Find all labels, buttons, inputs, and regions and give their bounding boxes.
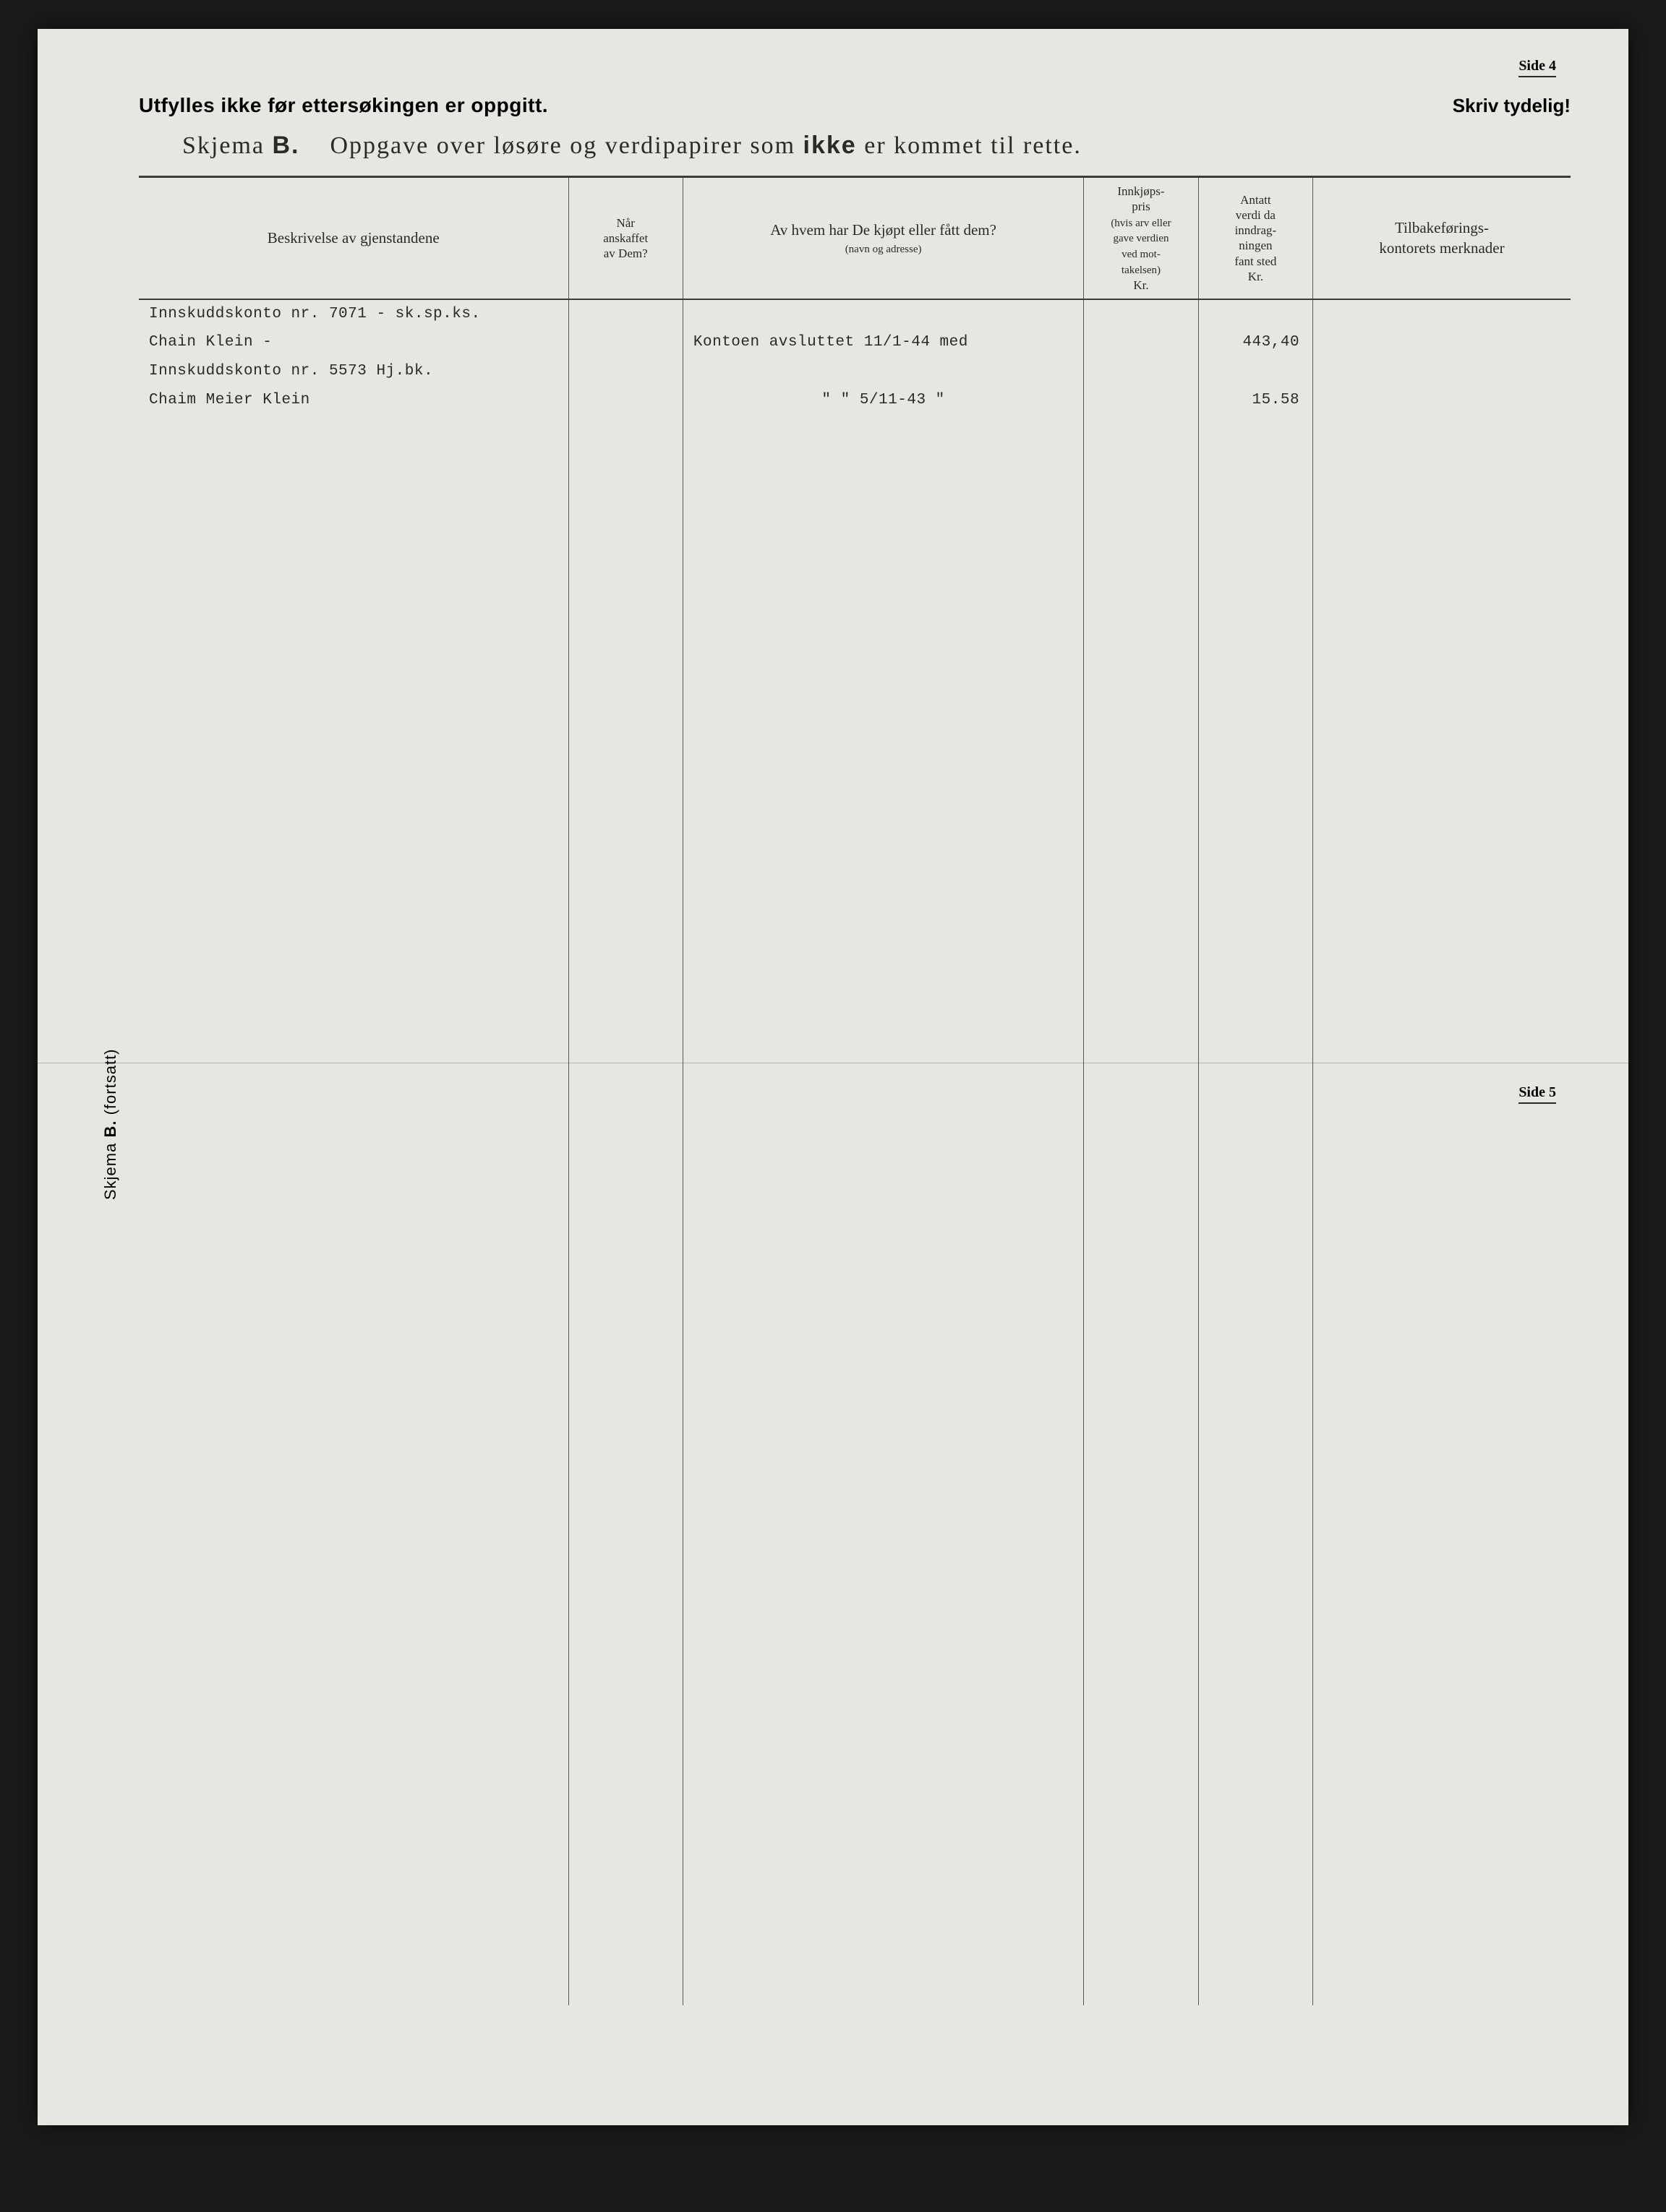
col-innkjop-l7: Kr. [1133, 278, 1148, 292]
col-tilbake-l1: Tilbakeførings- [1395, 219, 1489, 236]
table-row: Chaim Meier Klein " " 5/11-43 " 15.58 [139, 386, 1571, 415]
table-body: Innskuddskonto nr. 7071 - sk.sp.ks. Chai… [139, 299, 1571, 2005]
cell-when [568, 328, 683, 357]
col-nar-l3: av Dem? [604, 247, 648, 260]
table-row: Innskuddskonto nr. 7071 - sk.sp.ks. [139, 299, 1571, 328]
col-innkjop-l3: (hvis arv eller [1087, 217, 1195, 231]
cell-value: 15.58 [1198, 386, 1312, 415]
cell-price [1084, 386, 1198, 415]
col-innkjop-l5: ved mot- [1087, 248, 1195, 262]
cell-value [1198, 299, 1312, 328]
form-title: Skjema B. Oppgave over løsøre og verdipa… [182, 132, 1571, 160]
table-row: Innskuddskonto nr. 5573 Hj.bk. [139, 357, 1571, 386]
col-avhvem-l1: Av hvem har De kjøpt eller fått dem? [770, 221, 996, 239]
cell-desc: Innskuddskonto nr. 7071 - sk.sp.ks. [139, 299, 568, 328]
cell-note [1313, 357, 1571, 386]
header-line: Utfylles ikke før ettersøkingen er oppgi… [139, 94, 1571, 117]
rotated-letter: B. [101, 1120, 119, 1138]
col-innkjop-l1: Innkjøps- [1117, 184, 1164, 198]
cell-price [1084, 328, 1198, 357]
cell-price [1084, 299, 1198, 328]
col-avhvem: Av hvem har De kjøpt eller fått dem? (na… [683, 177, 1083, 299]
title-emph: ikke [803, 132, 857, 159]
col-antatt-l1: Antatt [1240, 193, 1271, 207]
table-header-row: Beskrivelse av gjenstandene Når anskaffe… [139, 177, 1571, 299]
cell-from: Kontoen avsluttet 11/1-44 med [683, 328, 1083, 357]
col-antatt: Antatt verdi da inndrag- ningen fant ste… [1198, 177, 1312, 299]
col-antatt-l3: inndrag- [1235, 223, 1277, 237]
col-antatt-l6: Kr. [1248, 270, 1263, 283]
col-innkjop-l2: pris [1132, 200, 1150, 213]
form-table: Beskrivelse av gjenstandene Når anskaffe… [139, 176, 1571, 2005]
cell-when [568, 299, 683, 328]
cell-note [1313, 328, 1571, 357]
rotated-prefix: Skjema [101, 1143, 119, 1200]
col-tilbake-l2: kontorets merknader [1379, 239, 1504, 257]
rotated-suffix: (fortsatt) [101, 1048, 119, 1115]
cell-note [1313, 386, 1571, 415]
col-tilbake: Tilbakeførings- kontorets merknader [1313, 177, 1571, 299]
cell-note [1313, 299, 1571, 328]
col-antatt-l5: fant sted [1234, 254, 1276, 268]
page-number-mid: Side 5 [1518, 1084, 1556, 1104]
title-mid: Oppgave over løsøre og verdipapirer som [330, 132, 795, 159]
cell-when [568, 386, 683, 415]
col-nar: Når anskaffet av Dem? [568, 177, 683, 299]
cell-price [1084, 357, 1198, 386]
col-nar-l1: Når [616, 216, 634, 230]
col-innkjop-l6: takelsen) [1087, 264, 1195, 278]
col-innkjop-l4: gave verdien [1087, 232, 1195, 246]
table-empty-area [139, 415, 1571, 2005]
col-antatt-l4: ningen [1239, 239, 1272, 252]
col-avhvem-l2: (navn og adresse) [691, 242, 1076, 257]
document-page: Side 4 Utfylles ikke før ettersøkingen e… [38, 29, 1628, 2125]
cell-value: 443,40 [1198, 328, 1312, 357]
cell-desc: Chain Klein - [139, 328, 568, 357]
cell-from [683, 357, 1083, 386]
cell-from: " " 5/11-43 " [683, 386, 1083, 415]
cell-from [683, 299, 1083, 328]
col-beskrivelse: Beskrivelse av gjenstandene [139, 177, 568, 299]
title-suffix: er kommet til rette. [864, 132, 1082, 159]
title-prefix: Skjema [182, 132, 265, 159]
table-row: Chain Klein - Kontoen avsluttet 11/1-44 … [139, 328, 1571, 357]
header-instruction-left: Utfylles ikke før ettersøkingen er oppgi… [139, 94, 548, 117]
rotated-continuation-label: Skjema B. (fortsatt) [101, 1048, 120, 1200]
page-number-top: Side 4 [1518, 58, 1556, 77]
col-innkjop: Innkjøps- pris (hvis arv eller gave verd… [1084, 177, 1198, 299]
cell-when [568, 357, 683, 386]
cell-desc: Innskuddskonto nr. 5573 Hj.bk. [139, 357, 568, 386]
cell-desc: Chaim Meier Klein [139, 386, 568, 415]
col-antatt-l2: verdi da [1236, 208, 1276, 222]
header-instruction-right: Skriv tydelig! [1453, 95, 1571, 117]
cell-value [1198, 357, 1312, 386]
col-nar-l2: anskaffet [603, 231, 648, 245]
title-letter: B. [272, 132, 299, 159]
